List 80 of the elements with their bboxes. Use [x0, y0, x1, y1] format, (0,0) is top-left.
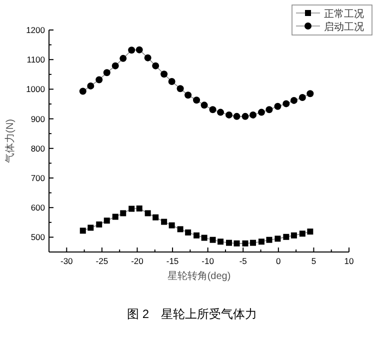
point: [274, 102, 282, 110]
point: [144, 210, 151, 216]
point: [103, 69, 110, 76]
point: [120, 54, 127, 62]
point: [298, 94, 306, 101]
x-tick-label: -10: [202, 256, 214, 266]
point: [96, 76, 103, 84]
point: [79, 88, 86, 95]
x-tick-label: 10: [344, 256, 354, 266]
y-tick-label: 1100: [26, 54, 46, 65]
point: [266, 236, 272, 243]
point: [242, 240, 248, 246]
point: [136, 46, 143, 54]
caption: 图 2 星轮上所受气体力: [126, 307, 258, 321]
point: [290, 232, 297, 238]
point: [144, 54, 152, 62]
point: [307, 228, 314, 235]
legend-label: 启动工况: [324, 21, 364, 33]
point: [185, 229, 192, 236]
point: [201, 234, 208, 241]
point: [112, 62, 119, 70]
point: [88, 224, 94, 231]
point: [168, 222, 175, 228]
point: [161, 218, 168, 225]
point: [96, 221, 102, 228]
x-tick-label: 0: [276, 256, 282, 266]
x-tick-label: -5: [239, 256, 248, 266]
point: [152, 214, 159, 220]
point: [136, 205, 142, 212]
point: [152, 62, 160, 70]
point: [306, 90, 314, 98]
point: [104, 218, 110, 224]
x-tick-label: -15: [166, 256, 179, 266]
y-tick-label: 700: [30, 173, 46, 183]
point: [112, 214, 118, 220]
y-tick-label: 600: [30, 202, 46, 213]
point: [290, 96, 298, 104]
point: [274, 236, 281, 242]
y-tick-label: 800: [30, 143, 46, 154]
point: [250, 240, 256, 246]
point: [80, 228, 86, 234]
y-tick-label: 1000: [26, 84, 46, 94]
point: [258, 108, 265, 116]
point: [218, 238, 224, 245]
point: [233, 112, 240, 120]
legend-label: 正常工况: [324, 8, 364, 20]
point: [184, 92, 192, 99]
x-tick-label: -20: [131, 256, 144, 266]
point: [168, 78, 176, 86]
point: [194, 232, 200, 238]
point: [193, 96, 200, 104]
point: [177, 226, 184, 232]
point: [258, 238, 264, 245]
point: [250, 111, 256, 118]
x-axis-title: 星轮转角(deg): [167, 270, 231, 282]
point: [176, 85, 184, 92]
point: [242, 112, 249, 120]
point: [226, 111, 232, 118]
x-tick-label: -25: [96, 256, 108, 266]
point: [120, 210, 126, 216]
y-tick-label: 1200: [26, 25, 46, 35]
point: [234, 240, 240, 246]
point: [299, 230, 306, 237]
point: [226, 240, 232, 246]
y-tick-label: 500: [30, 232, 46, 242]
x-tick-label: 5: [311, 256, 316, 266]
point: [282, 100, 290, 108]
point: [87, 82, 94, 90]
point: [210, 236, 216, 243]
point: [209, 106, 216, 114]
point: [283, 234, 290, 240]
y-axis-title: 气体力(N): [4, 119, 16, 163]
x-tick-label: -30: [60, 256, 74, 266]
point: [160, 70, 168, 78]
y-tick-label: 900: [30, 114, 46, 124]
point: [217, 108, 224, 116]
point: [128, 206, 135, 212]
point: [200, 102, 208, 109]
point: [128, 46, 136, 54]
point: [266, 106, 273, 114]
